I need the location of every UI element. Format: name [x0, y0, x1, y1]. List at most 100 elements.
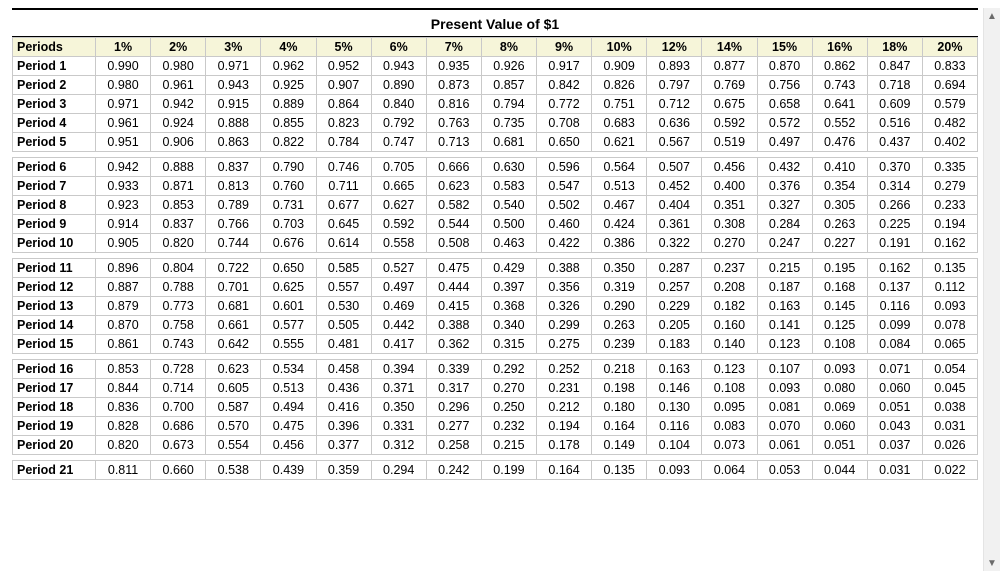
cell-value: 0.641: [812, 95, 867, 114]
chevron-down-icon: ▼: [987, 558, 997, 569]
table-row: Period 120.8870.7880.7010.6250.5570.4970…: [13, 278, 978, 297]
cell-value: 0.554: [206, 436, 261, 455]
cell-value: 0.452: [647, 177, 702, 196]
cell-value: 0.677: [316, 196, 371, 215]
cell-value: 0.673: [151, 436, 206, 455]
cell-value: 0.093: [812, 360, 867, 379]
cell-value: 0.044: [812, 461, 867, 480]
cell-value: 0.178: [537, 436, 592, 455]
cell-value: 0.146: [647, 379, 702, 398]
cell-value: 0.564: [592, 158, 647, 177]
table-row: Period 40.9610.9240.8880.8550.8230.7920.…: [13, 114, 978, 133]
cell-value: 0.456: [261, 436, 316, 455]
cell-value: 0.183: [647, 335, 702, 354]
cell-value: 0.275: [537, 335, 592, 354]
cell-value: 0.296: [426, 398, 481, 417]
header-periods: Periods: [13, 38, 96, 57]
cell-value: 0.516: [867, 114, 922, 133]
cell-value: 0.107: [757, 360, 812, 379]
cell-value: 0.093: [922, 297, 977, 316]
cell-value: 0.494: [261, 398, 316, 417]
cell-value: 0.194: [922, 215, 977, 234]
table-title: Present Value of $1: [12, 8, 978, 36]
cell-value: 0.797: [647, 76, 702, 95]
cell-value: 0.844: [96, 379, 151, 398]
chevron-up-icon: ▲: [987, 11, 997, 22]
cell-value: 0.104: [647, 436, 702, 455]
cell-value: 0.923: [96, 196, 151, 215]
cell-value: 0.627: [371, 196, 426, 215]
cell-value: 0.636: [647, 114, 702, 133]
period-label: Period 11: [13, 259, 96, 278]
table-row: Period 60.9420.8880.8370.7900.7460.7050.…: [13, 158, 978, 177]
cell-value: 0.623: [426, 177, 481, 196]
cell-value: 0.258: [426, 436, 481, 455]
cell-value: 0.513: [261, 379, 316, 398]
period-label: Period 17: [13, 379, 96, 398]
scroll-down-button[interactable]: ▼: [984, 555, 1000, 571]
table-row: Period 70.9330.8710.8130.7600.7110.6650.…: [13, 177, 978, 196]
table-row: Period 200.8200.6730.5540.4560.3770.3120…: [13, 436, 978, 455]
cell-value: 0.460: [537, 215, 592, 234]
row-group: Period 110.8960.8040.7220.6500.5850.5270…: [13, 253, 978, 354]
cell-value: 0.527: [371, 259, 426, 278]
scroll-up-button[interactable]: ▲: [984, 8, 1000, 24]
cell-value: 0.317: [426, 379, 481, 398]
cell-value: 0.879: [96, 297, 151, 316]
cell-value: 0.371: [371, 379, 426, 398]
cell-value: 0.116: [867, 297, 922, 316]
header-rate: 7%: [426, 38, 481, 57]
header-rate: 5%: [316, 38, 371, 57]
cell-value: 0.601: [261, 297, 316, 316]
row-group: Period 10.9900.9800.9710.9620.9520.9430.…: [13, 57, 978, 152]
cell-value: 0.971: [96, 95, 151, 114]
cell-value: 0.287: [647, 259, 702, 278]
cell-value: 0.482: [922, 114, 977, 133]
cell-value: 0.572: [757, 114, 812, 133]
pv-table-head: Periods 1%2%3%4%5%6%7%8%9%10%12%14%15%16…: [13, 38, 978, 57]
cell-value: 0.943: [371, 57, 426, 76]
cell-value: 0.061: [757, 436, 812, 455]
cell-value: 0.361: [647, 215, 702, 234]
cell-value: 0.570: [206, 417, 261, 436]
cell-value: 0.416: [316, 398, 371, 417]
cell-value: 0.284: [757, 215, 812, 234]
cell-value: 0.853: [151, 196, 206, 215]
cell-value: 0.772: [537, 95, 592, 114]
cell-value: 0.877: [702, 57, 757, 76]
cell-value: 0.703: [261, 215, 316, 234]
cell-value: 0.722: [206, 259, 261, 278]
header-rate: 16%: [812, 38, 867, 57]
cell-value: 0.335: [922, 158, 977, 177]
table-row: Period 130.8790.7730.6810.6010.5300.4690…: [13, 297, 978, 316]
header-rate: 20%: [922, 38, 977, 57]
cell-value: 0.195: [812, 259, 867, 278]
cell-value: 0.497: [757, 133, 812, 152]
table-row: Period 10.9900.9800.9710.9620.9520.9430.…: [13, 57, 978, 76]
header-rate: 3%: [206, 38, 261, 57]
cell-value: 0.605: [206, 379, 261, 398]
vertical-scrollbar[interactable]: ▲ ▼: [983, 8, 1000, 571]
header-rate: 15%: [757, 38, 812, 57]
cell-value: 0.327: [757, 196, 812, 215]
cell-value: 0.788: [151, 278, 206, 297]
cell-value: 0.907: [316, 76, 371, 95]
cell-value: 0.237: [702, 259, 757, 278]
period-label: Period 19: [13, 417, 96, 436]
period-label: Period 3: [13, 95, 96, 114]
cell-value: 0.247: [757, 234, 812, 253]
cell-value: 0.218: [592, 360, 647, 379]
cell-value: 0.711: [316, 177, 371, 196]
cell-value: 0.397: [481, 278, 536, 297]
cell-value: 0.769: [702, 76, 757, 95]
cell-value: 0.763: [426, 114, 481, 133]
table-row: Period 210.8110.6600.5380.4390.3590.2940…: [13, 461, 978, 480]
cell-value: 0.227: [812, 234, 867, 253]
cell-value: 0.208: [702, 278, 757, 297]
cell-value: 0.116: [647, 417, 702, 436]
cell-value: 0.099: [867, 316, 922, 335]
cell-value: 0.735: [481, 114, 536, 133]
cell-value: 0.037: [867, 436, 922, 455]
cell-value: 0.505: [316, 316, 371, 335]
cell-value: 0.853: [96, 360, 151, 379]
